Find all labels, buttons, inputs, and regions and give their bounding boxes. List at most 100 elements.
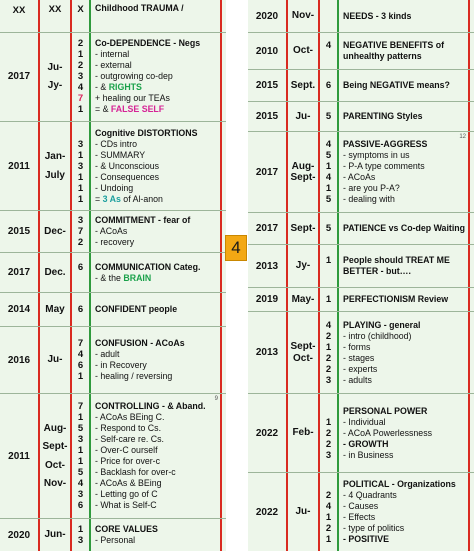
year-cell: 2015: [248, 70, 286, 101]
year-cell: 2013: [248, 312, 286, 393]
topic-line: - in Recovery: [95, 360, 147, 370]
count-number: 7: [77, 226, 84, 237]
count-number: 1: [77, 104, 84, 115]
count-number: [327, 51, 330, 62]
count-number: 6: [77, 360, 84, 371]
month-cell: Dec-: [40, 211, 70, 252]
month-cell: Jun-: [40, 519, 70, 551]
count-number: [327, 266, 330, 277]
year-label: 2022: [255, 427, 279, 439]
count-number: [327, 479, 330, 490]
topic-line: - ACoA Powerlessness: [343, 427, 432, 438]
month-label: Oct-: [293, 352, 313, 364]
month-label: Ju-: [295, 110, 311, 122]
topic-line: - internal: [95, 49, 130, 59]
topic-line: - intro (childhood): [343, 330, 412, 341]
topic-line: PERSONAL POWER: [343, 405, 428, 416]
count-number: 3: [77, 71, 84, 82]
month-label: May-: [291, 293, 315, 305]
count-number: 5: [77, 423, 84, 434]
number-divider: [89, 0, 91, 551]
topic-cell: NEEDS - 3 kinds: [340, 0, 468, 32]
topic-cell: PERFECTIONISM Review: [340, 288, 468, 311]
right-margin-line: [468, 0, 470, 551]
topic-line: BETTER - but….: [343, 266, 411, 276]
count-number: 3: [77, 138, 84, 150]
count-number: 1: [77, 412, 84, 423]
month-label: Nov-: [43, 478, 67, 489]
topic-line: - Backlash for over-c: [95, 467, 176, 477]
topic-line: - 4 Quadrants: [343, 490, 397, 500]
topic-cell: CONTROLLING - & Aband. - ACoAs BEing C. - …: [92, 394, 220, 518]
month-cell: Sept- Oct-: [288, 312, 318, 393]
count-cell: 6: [72, 253, 89, 292]
topic-line: PATIENCE vs Co-dep Waiting: [343, 223, 466, 233]
count-number: 4: [325, 501, 332, 512]
topic-cell: Being NEGATIVE means?: [340, 70, 468, 101]
count-number: 5: [325, 150, 332, 161]
count-number: 6: [77, 304, 84, 315]
month-label: Jy-: [295, 260, 311, 272]
month-cell: Jy-: [288, 245, 318, 287]
topic-cell: CORE VALUES - Personal: [92, 519, 220, 551]
count-number: 1: [325, 341, 332, 353]
count-number: 4: [325, 139, 332, 150]
count-number: 1: [77, 456, 84, 467]
year-cell: 2015: [248, 102, 286, 131]
table-row: 2017 Aug- Sept- 4 5 1 4 1 5 PASSIVE-AGGRESS - symp…: [248, 131, 474, 212]
year-label: 2020: [255, 10, 279, 22]
table-row: 2016 Ju- 7 4 6 1 CONFUSION - ACoAs - adult - in …: [0, 326, 226, 393]
count-number: [327, 406, 330, 417]
count-number: 1: [77, 524, 84, 535]
year-label: 2020: [7, 529, 31, 541]
topic-cell: CONFIDENT people: [92, 293, 220, 326]
page-ref-note: 9: [214, 396, 218, 402]
page-ref-note: 12: [459, 134, 466, 140]
year-cell: 2011: [0, 122, 38, 210]
month-label: Ju-: [47, 354, 63, 366]
highlight-word: RIGHTS: [108, 82, 142, 92]
topic-line: PERFECTIONISM Review: [343, 294, 449, 304]
year-cell: 2014: [0, 293, 38, 326]
count-number: 2: [77, 38, 84, 49]
month-label: Jan-: [44, 151, 66, 162]
topic-cell: PLAYING - general - intro (childhood) - fo…: [340, 312, 468, 393]
month-cell: May-: [288, 288, 318, 311]
month-cell: Ju-: [40, 327, 70, 393]
month-cell: Dec.: [40, 253, 70, 292]
topic-line: unhealthy patterns: [343, 51, 422, 61]
count-cell: 1: [320, 245, 337, 287]
right-page: 2020 Nov- NEEDS - 3 kinds 2010 Oct- 4 NEGATI…: [248, 0, 474, 551]
count-number: 1: [325, 512, 332, 523]
header-title: Childhood TRAUMA /: [95, 3, 184, 13]
year-cell: 2022: [248, 394, 286, 472]
count-number: 3: [325, 449, 332, 461]
topic-line: - in Business: [343, 449, 394, 460]
topic-line: - adults: [343, 374, 372, 385]
count-number: 2: [325, 490, 332, 501]
table-row: 2015 Dec- 3 7 2 COMMITMENT - fear of - ACoAs - …: [0, 210, 226, 252]
month-label: Jun-: [44, 529, 66, 541]
table-row: 2019 May- 1 PERFECTIONISM Review: [248, 287, 474, 311]
year-cell: XX: [0, 0, 38, 32]
topic-line: = 3 As of Al-anon: [95, 193, 163, 204]
left-page: XX XX X Childhood TRAUMA /2017 Ju- Jy- 2 1 2 3 4 7 1…: [0, 0, 226, 551]
year-label: 2011: [8, 160, 30, 172]
topic-line: - GROWTH: [343, 438, 389, 449]
month-label: Sept-: [290, 341, 316, 352]
topic-cell: COMMITMENT - fear of - ACoAs - recovery: [92, 211, 220, 252]
table-row: 2011 Aug- Sept- Oct- Nov- 7 1 5 3 1 1 5 4 3 6 CONTROLLI…: [0, 393, 226, 518]
topic-cell: PARENTING Styles: [340, 102, 468, 131]
count-number: 1: [325, 161, 332, 172]
month-label: Sept.: [290, 79, 316, 91]
topic-line: CONFUSION - ACoAs: [95, 338, 185, 348]
year-label: 2011: [8, 450, 30, 462]
table-row: 2014 May 6 CONFIDENT people: [0, 292, 226, 326]
table-row: 2020 Jun- 1 3 CORE VALUES - Personal: [0, 518, 226, 551]
month-cell: May: [40, 293, 70, 326]
